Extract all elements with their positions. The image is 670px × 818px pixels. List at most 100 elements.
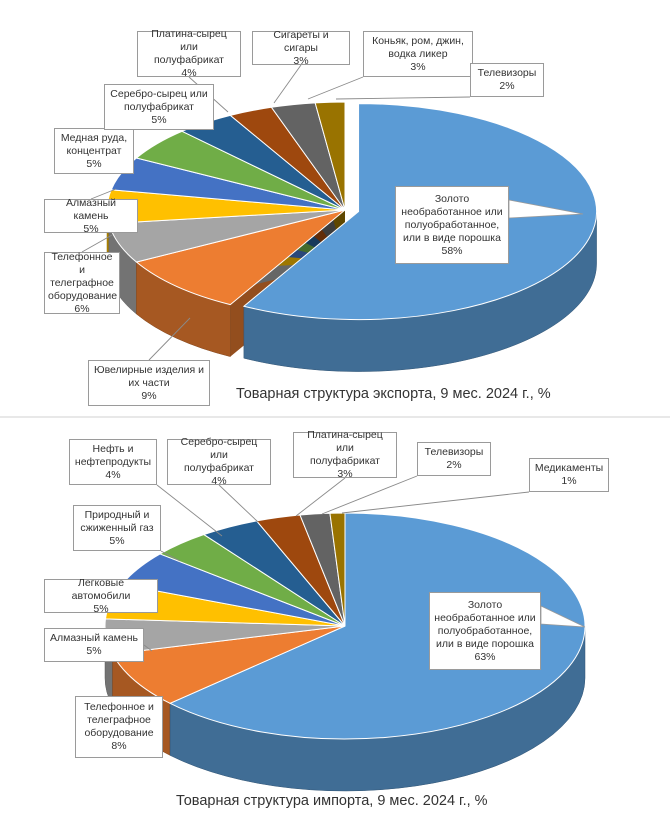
data-label: Нефть и нефтепродукты 4%	[69, 439, 157, 485]
data-label-text: Природный и	[84, 508, 150, 521]
data-label: Золото необработанное или полуобработанное…	[429, 592, 541, 670]
data-label-text: водка ликер	[388, 47, 448, 60]
data-label-text: Сигареты и сигары	[273, 28, 329, 54]
data-label-percent: 58%	[441, 244, 463, 257]
data-label-text: Нефть и	[92, 442, 134, 455]
export-chart-title: Товарная структура экспорта, 9 мес. 2024…	[236, 386, 551, 402]
data-label: Серебро-сырец или полуфабрикат 5%	[104, 84, 214, 130]
data-label-percent: 5%	[109, 534, 125, 547]
data-label: Телефонное и телеграфное оборудование 6%	[44, 250, 120, 315]
data-label-text: телеграфное	[50, 276, 114, 289]
data-label-percent: 2%	[499, 80, 515, 92]
callout-leader-line	[335, 96, 471, 100]
data-label-text: их части	[128, 376, 170, 389]
data-label-text: или в виде порошка	[436, 637, 534, 650]
pie-slice-1	[135, 209, 346, 306]
callout-leader-line	[156, 484, 223, 537]
data-label: Сигареты и сигары 3%	[252, 28, 350, 67]
data-label: Телевизоры 2%	[417, 442, 491, 476]
callout-leader-line	[148, 317, 191, 361]
data-label-text: телеграфное	[87, 714, 151, 726]
data-label: Ювелирные изделия и их части 9%	[88, 360, 210, 406]
data-label-text: Платина-сырец или	[307, 429, 383, 454]
data-label-text: полуфабрикат	[154, 54, 224, 66]
data-label-text: Серебро-сырец или	[180, 436, 258, 461]
data-label-percent: 5%	[86, 157, 102, 170]
data-label-text: Ювелирные изделия и	[93, 363, 205, 376]
data-label-text: необработанное или	[401, 205, 503, 218]
data-label-text: Коньяк, ром, джин,	[372, 34, 464, 47]
data-label: Платина-сырец или полуфабрикат 4%	[137, 28, 241, 79]
data-label-text: Серебро-сырец или	[110, 87, 208, 100]
callout-leader-line	[160, 550, 181, 562]
callout-leader-line	[81, 234, 113, 253]
data-label-percent: 2%	[446, 459, 462, 471]
data-label-text: Телевизоры	[477, 67, 537, 79]
data-label-percent: 5%	[93, 602, 109, 615]
data-label-percent: 8%	[111, 740, 127, 752]
data-label-percent: 1%	[561, 475, 577, 487]
data-label-text: Медная руда,	[60, 131, 128, 144]
pie-slice-0	[168, 512, 586, 740]
data-label: Платина-сырец или полуфабрикат 3%	[293, 429, 397, 480]
data-label-text: Легковые автомобили	[71, 576, 131, 602]
callout-leader-line	[341, 491, 530, 514]
data-label-text: нефтепродукты	[74, 455, 152, 468]
data-label: Легковые автомобили 5%	[44, 576, 158, 615]
data-label-text: Телефонное и	[84, 701, 154, 713]
data-label: Природный и сжиженный газ 5%	[73, 505, 161, 551]
data-label-text: Платина-сырец или	[151, 28, 227, 53]
data-label-percent: 4%	[211, 475, 227, 487]
data-label-text: оборудование	[48, 289, 118, 302]
data-label-text: Алмазный камень	[49, 632, 138, 644]
data-label-percent: 6%	[74, 302, 90, 315]
import-chart-panel: Товарная структура импорта, 9 мес. 2024 …	[0, 418, 670, 818]
data-label-text: Медикаменты	[534, 462, 604, 474]
data-label-text: сжиженный газ	[80, 521, 154, 534]
callout-leader-line	[90, 188, 117, 200]
data-label-text: оборудование	[84, 727, 154, 739]
data-label-percent: 3%	[337, 468, 353, 480]
data-label-text: полуфабрикат	[184, 462, 254, 474]
data-label: Медная руда, концентрат 5%	[54, 128, 134, 174]
data-label-text: полуфабрикат	[124, 100, 194, 113]
data-label-percent: 5%	[151, 113, 167, 126]
data-label-text: или в виде порошка	[403, 231, 501, 244]
data-label-text: концентрат	[66, 144, 122, 157]
data-label-text: Телевизоры	[424, 446, 484, 458]
callout-leader-line	[307, 76, 364, 100]
data-label-text: Золото	[467, 598, 503, 611]
data-label: Золото необработанное или полуобработанное…	[395, 186, 509, 264]
data-label-percent: 3%	[293, 54, 309, 67]
pie-slice-9	[314, 101, 346, 211]
data-label-percent: 9%	[141, 389, 157, 402]
data-label-percent: 5%	[83, 222, 99, 235]
data-label: Медикаменты 1%	[529, 458, 609, 492]
panel-divider	[0, 416, 670, 418]
pie-group	[106, 101, 598, 372]
data-label-text: полуобработанное,	[404, 218, 500, 231]
data-label: Коньяк, ром, джин, водка ликер 3%	[363, 31, 473, 77]
data-label-percent: 63%	[474, 650, 496, 663]
callout-leader-line	[321, 475, 418, 515]
data-label-percent: 4%	[105, 468, 121, 481]
data-label: Алмазный камень 5%	[44, 628, 144, 662]
data-label: Серебро-сырец или полуфабрикат 4%	[167, 436, 271, 487]
data-label: Телевизоры 2%	[470, 63, 544, 97]
data-label-percent: 4%	[181, 67, 197, 79]
data-label-percent: 3%	[410, 60, 426, 73]
callout-pointer	[508, 199, 584, 219]
data-label-percent: 5%	[86, 645, 102, 657]
data-label-text: Телефонное и	[51, 250, 113, 276]
callout-pointer	[540, 605, 586, 628]
callout-leader-line	[295, 477, 346, 517]
data-label-text: полуфабрикат	[310, 455, 380, 467]
data-label-text: Золото	[434, 192, 470, 205]
export-pie-chart	[81, 64, 598, 372]
export-chart-panel: Товарная структура экспорта, 9 мес. 2024…	[44, 28, 598, 406]
callout-leader-line	[218, 484, 259, 523]
data-label: Телефонное и телеграфное оборудование 8%	[75, 696, 163, 758]
callout-leader-line	[143, 644, 153, 652]
data-label-text: Алмазный камень	[65, 196, 117, 222]
import-chart-title: Товарная структура импорта, 9 мес. 2024 …	[176, 793, 488, 809]
